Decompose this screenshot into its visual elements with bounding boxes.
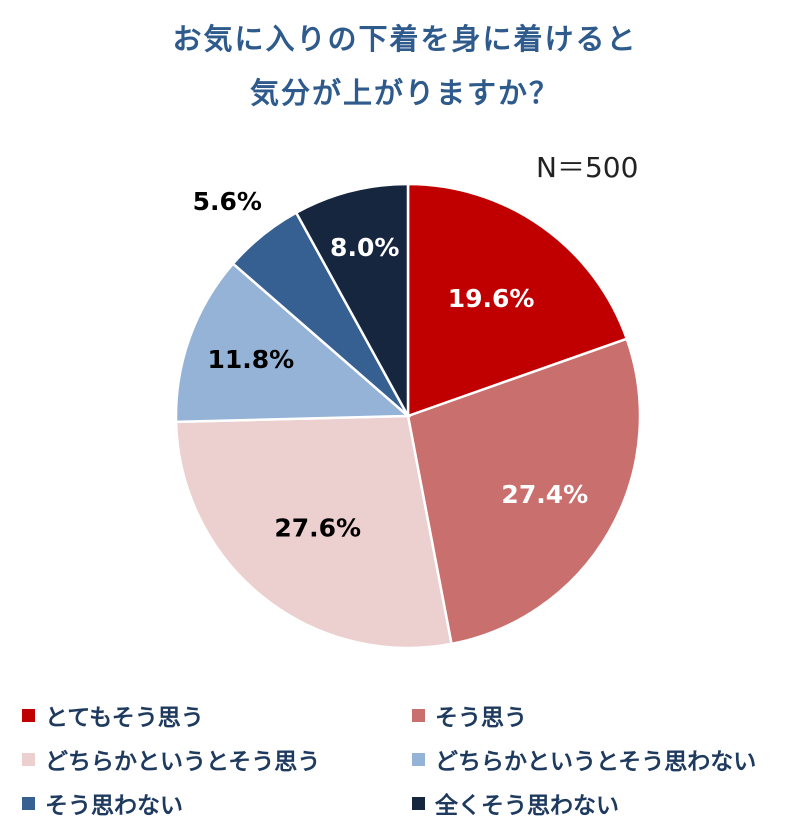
pie-chart: 19.6% 27.4% 27.6% 11.8% 5.6% 8.0% bbox=[174, 182, 642, 650]
pie-slice-3 bbox=[174, 414, 453, 650]
legend-item-4: どちらかというとそう思わない bbox=[412, 744, 802, 775]
legend-label: 全くそう思わない bbox=[435, 793, 619, 819]
legend-swatch bbox=[412, 796, 425, 810]
pie-slice-4 bbox=[174, 261, 412, 424]
data-label-5: 5.6% bbox=[193, 187, 262, 216]
data-label-6: 8.0% bbox=[330, 233, 399, 262]
legend-swatch bbox=[412, 708, 425, 722]
legend-label: そう思わない bbox=[45, 793, 183, 819]
legend-label: どちらかというとそう思う bbox=[45, 749, 321, 775]
chart-title-line-2: 気分が上がりますか？ bbox=[249, 76, 560, 110]
chart-legend: とてもそう思う そう思うどちらかというとそう思う どちらかというとそう思わないそう思… bbox=[22, 700, 802, 819]
data-label-3: 27.6% bbox=[274, 513, 361, 542]
chart-title: お気に入りの下着を身に着けると 気分が上がりますか？ bbox=[0, 12, 810, 120]
legend-swatch bbox=[22, 796, 35, 810]
pie-slice-6 bbox=[294, 182, 410, 417]
legend-item-3: どちらかというとそう思う bbox=[22, 744, 412, 775]
legend-item-2: そう思う bbox=[412, 700, 802, 731]
data-label-1: 19.6% bbox=[448, 284, 535, 313]
legend-item-1: とてもそう思う bbox=[22, 700, 412, 731]
chart-title-line-1: お気に入りの下着を身に着けると bbox=[172, 22, 638, 56]
sample-size-label: N＝500 bbox=[536, 151, 639, 184]
legend-item-6: 全くそう思わない bbox=[412, 788, 802, 819]
legend-item-5: そう思わない bbox=[22, 788, 412, 819]
legend-label: そう思う bbox=[435, 705, 527, 731]
legend-label: とてもそう思う bbox=[45, 705, 204, 731]
legend-swatch bbox=[412, 752, 425, 766]
data-label-4: 11.8% bbox=[207, 345, 294, 374]
legend-swatch bbox=[22, 708, 35, 722]
legend-swatch bbox=[22, 752, 35, 766]
legend-label: どちらかというとそう思わない bbox=[435, 749, 757, 775]
pie-slice-2 bbox=[406, 337, 642, 646]
data-label-2: 27.4% bbox=[501, 480, 588, 509]
